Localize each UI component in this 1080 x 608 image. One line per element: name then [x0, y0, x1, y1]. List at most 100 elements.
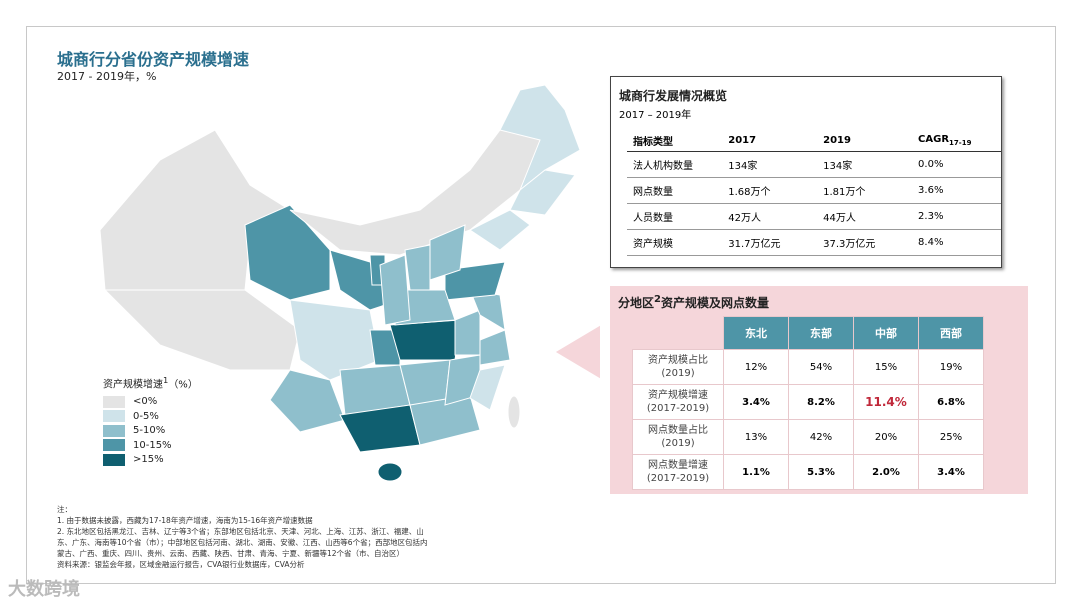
- table-cell: 19%: [918, 349, 984, 385]
- table-cell: 法人机构数量: [627, 151, 723, 178]
- blank-header: [633, 317, 724, 350]
- legend-title-text: 资产规模增速: [103, 379, 163, 391]
- subtitle: 2017 - 2019年，%: [57, 70, 157, 83]
- row-label-line: 网点数量占比: [648, 425, 708, 436]
- fujian: [469, 364, 506, 411]
- regional-title: 分地区2资产规模及网点数量: [618, 294, 1028, 311]
- legend-swatch: [103, 395, 125, 408]
- note-line: 1. 由于数据未披露，西藏为17-18年资产增速，海南为15-16年资产增速数据: [57, 516, 313, 525]
- row-label-line: 资产规模占比: [648, 355, 708, 366]
- liaoning: [469, 209, 531, 251]
- overview-title: 城商行发展情况概览: [619, 89, 728, 103]
- frame: [26, 26, 1056, 584]
- note-line: 注：: [57, 505, 72, 514]
- legend-label: >15%: [133, 454, 164, 466]
- table-cell: 5.3%: [788, 454, 854, 490]
- table-cell: 6.8%: [918, 384, 984, 420]
- table-cell: 11.4%: [853, 384, 919, 420]
- table-cell: 15%: [853, 349, 919, 385]
- notes: 注： 1. 由于数据未披露，西藏为17-18年资产增速，海南为15-16年资产增速…: [57, 504, 428, 570]
- table-cell: 8.4%: [912, 229, 1001, 256]
- overview-box: 城商行发展情况概览 2017 – 2019年 指标类型 2017 2019 CAGR1…: [610, 76, 1002, 268]
- legend-label: 5-10%: [133, 425, 166, 437]
- footnote-mark: 2: [654, 294, 661, 305]
- table-row: 资产规模 31.7万亿元 37.3万亿元 8.4%: [627, 229, 1001, 256]
- yunnan: [269, 369, 346, 433]
- table-cell: 1.81万个: [817, 177, 913, 204]
- legend-item: 10-15%: [103, 438, 198, 453]
- legend-label: 0-5%: [133, 410, 159, 422]
- table-cell: 37.3万亿元: [817, 229, 913, 256]
- legend-swatch: [103, 424, 125, 437]
- hainan: [377, 462, 403, 482]
- table-cell: 13%: [723, 419, 789, 455]
- column-header: 中部: [853, 316, 919, 350]
- table-cell: 20%: [853, 419, 919, 455]
- hubei: [389, 319, 461, 361]
- table-cell: 134家: [817, 151, 913, 178]
- legend-label: <0%: [133, 396, 158, 408]
- table-cell: 1.1%: [723, 454, 789, 490]
- heilongjiang: [499, 84, 581, 192]
- title: 城商行分省份资产规模增速: [57, 50, 250, 69]
- shanxi: [404, 244, 431, 291]
- legend-items: <0% 0-5% 5-10% 10-15% >15%: [103, 394, 198, 467]
- legend-item: >15%: [103, 452, 198, 467]
- table-cell: 25%: [918, 419, 984, 455]
- table-cell: 8.2%: [788, 384, 854, 420]
- table-row: 法人机构数量 134家 134家 0.0%: [627, 151, 1001, 178]
- table-row: 网点数量增速 (2017-2019) 1.1% 5.3% 2.0% 3.4%: [632, 454, 984, 490]
- china-map: [99, 84, 600, 482]
- table-cell: 42%: [788, 419, 854, 455]
- table-cell: 134家: [722, 151, 818, 178]
- table-cell: 44万人: [817, 203, 913, 230]
- watermark: 大数跨境: [8, 579, 80, 600]
- header-subscript: 17-19: [949, 138, 972, 147]
- column-header: 2017: [722, 129, 818, 152]
- table-cell: 人员数量: [627, 203, 723, 230]
- qinghai: [244, 204, 331, 301]
- legend-swatch: [103, 410, 125, 423]
- table-cell: 3.4%: [918, 454, 984, 490]
- regional-box: 分地区2资产规模及网点数量 东北 东部 中部 西部资产规模占比 (2019) 12% 54%…: [610, 286, 1028, 494]
- legend: 资产规模增速1（%） <0% 0-5% 5-10% 10-15% >15%: [103, 375, 198, 467]
- legend-label: 10-15%: [133, 439, 172, 451]
- shaanxi: [379, 254, 411, 326]
- legend-swatch: [103, 439, 125, 452]
- row-label: 网点数量增速 (2017-2019): [632, 454, 724, 490]
- row-label-line: (2019): [661, 368, 695, 379]
- table-cell: 3.4%: [723, 384, 789, 420]
- table-cell: 资产规模: [627, 229, 723, 256]
- table-cell: 12%: [723, 349, 789, 385]
- overview-table: 指标类型 2017 2019 CAGR17-19 法人机构数量 134家 134家 0.0% 网…: [627, 129, 1001, 256]
- row-label-line: 资产规模增速: [648, 390, 708, 401]
- row-label-line: (2019): [661, 438, 695, 449]
- note-line: 2. 东北地区包括黑龙江、吉林、辽宁等3个省；东部地区包括北京、天津、河北、上海…: [57, 527, 424, 536]
- column-header: 2019: [817, 129, 913, 152]
- table-row: 人员数量 42万人 44万人 2.3%: [627, 203, 1001, 230]
- row-label-line: (2017-2019): [646, 473, 710, 484]
- note-line: 蒙古、广西、重庆、四川、贵州、云南、西藏、陕西、甘肃、青海、宁夏、新疆等12个省…: [57, 549, 405, 558]
- table-cell: 54%: [788, 349, 854, 385]
- header-row: 指标类型 2017 2019 CAGR17-19: [627, 129, 1001, 152]
- table-row: 网点数量 1.68万个 1.81万个 3.6%: [627, 177, 1001, 204]
- note-line: 东、广东、海南等10个省（市）；中部地区包括河南、湖北、湖南、安徽、江西、山西等…: [57, 538, 428, 547]
- legend-item: <0%: [103, 394, 198, 409]
- table-row: 资产规模占比 (2019) 12% 54% 15% 19%: [632, 349, 984, 385]
- header-row: 东北 东部 中部 西部: [633, 316, 984, 350]
- column-header: 东北: [723, 316, 789, 350]
- row-label: 资产规模占比 (2019): [632, 349, 724, 385]
- title-part: 分地区: [618, 296, 655, 310]
- regional-table: 东北 东部 中部 西部 资产规模占比 (2019) 12% 54% 15% 19% 资产规模增速 (2…: [632, 316, 984, 490]
- table-cell: 3.6%: [912, 177, 1001, 204]
- title-part: 资产规模及网点数量: [660, 296, 769, 310]
- row-label: 网点数量占比 (2019): [632, 419, 724, 455]
- table-cell: 42万人: [722, 203, 818, 230]
- column-header: 东部: [788, 316, 854, 350]
- table-row: 网点数量占比 (2019) 13% 42% 20% 25%: [632, 419, 984, 455]
- table-row: 资产规模增速 (2017-2019) 3.4% 8.2% 11.4% 6.8%: [632, 384, 984, 420]
- legend-item: 0-5%: [103, 409, 198, 424]
- legend-swatch: [103, 453, 125, 466]
- legend-item: 5-10%: [103, 423, 198, 438]
